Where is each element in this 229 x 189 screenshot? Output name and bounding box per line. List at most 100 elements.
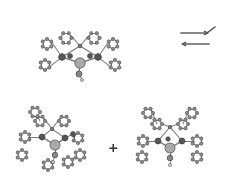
Circle shape [67, 119, 70, 123]
Circle shape [135, 153, 139, 156]
Circle shape [194, 144, 198, 148]
Circle shape [49, 45, 53, 48]
Circle shape [72, 139, 75, 142]
Circle shape [43, 68, 46, 72]
Circle shape [148, 116, 152, 119]
Circle shape [89, 41, 93, 44]
Circle shape [150, 122, 153, 126]
Circle shape [76, 141, 79, 145]
Circle shape [183, 127, 186, 130]
Circle shape [38, 110, 41, 114]
Circle shape [66, 155, 69, 159]
Circle shape [78, 148, 81, 152]
Circle shape [151, 111, 154, 115]
Circle shape [70, 163, 74, 166]
Circle shape [43, 119, 46, 123]
Circle shape [187, 116, 190, 119]
Circle shape [69, 36, 73, 40]
Circle shape [194, 111, 198, 115]
Circle shape [109, 61, 112, 64]
Circle shape [16, 156, 19, 159]
Circle shape [111, 37, 114, 41]
Circle shape [25, 151, 28, 154]
Circle shape [165, 137, 169, 141]
Circle shape [194, 134, 198, 138]
Circle shape [52, 152, 57, 158]
Circle shape [28, 110, 32, 114]
Circle shape [117, 66, 120, 69]
Circle shape [45, 47, 49, 51]
Circle shape [190, 142, 194, 145]
Circle shape [42, 166, 45, 169]
Circle shape [95, 41, 98, 44]
Circle shape [41, 124, 44, 127]
Circle shape [20, 148, 24, 152]
Circle shape [49, 40, 53, 43]
Circle shape [41, 115, 44, 118]
Circle shape [39, 61, 42, 64]
Circle shape [59, 36, 62, 40]
Circle shape [111, 47, 114, 51]
Circle shape [76, 71, 82, 77]
Circle shape [183, 118, 186, 121]
Circle shape [72, 134, 75, 137]
Circle shape [141, 111, 144, 115]
Circle shape [185, 111, 188, 115]
Circle shape [95, 32, 98, 35]
Circle shape [67, 32, 70, 35]
Circle shape [61, 32, 65, 35]
Circle shape [141, 134, 144, 138]
Circle shape [62, 163, 65, 166]
Circle shape [140, 160, 143, 164]
Circle shape [136, 137, 140, 140]
Circle shape [135, 158, 139, 161]
Circle shape [166, 155, 172, 161]
Circle shape [190, 137, 194, 140]
Circle shape [143, 107, 147, 110]
Circle shape [74, 156, 77, 159]
Circle shape [178, 138, 184, 144]
Circle shape [97, 36, 101, 40]
Circle shape [46, 168, 49, 172]
Circle shape [160, 122, 163, 126]
Circle shape [65, 115, 68, 118]
Circle shape [46, 158, 49, 162]
Circle shape [58, 54, 65, 60]
Circle shape [50, 140, 60, 150]
Circle shape [47, 66, 51, 69]
Circle shape [192, 116, 195, 119]
Circle shape [82, 151, 86, 154]
Circle shape [67, 53, 72, 59]
Circle shape [141, 144, 144, 148]
Circle shape [168, 163, 171, 167]
Circle shape [199, 137, 202, 140]
Circle shape [115, 40, 119, 43]
Circle shape [47, 61, 51, 64]
Circle shape [106, 45, 110, 48]
Circle shape [144, 153, 147, 156]
Circle shape [43, 58, 46, 62]
Circle shape [70, 158, 74, 161]
Circle shape [66, 165, 69, 169]
Circle shape [61, 41, 65, 44]
Circle shape [76, 131, 79, 135]
Circle shape [144, 158, 147, 161]
Circle shape [78, 44, 82, 48]
Circle shape [167, 125, 171, 129]
Circle shape [74, 151, 77, 154]
Circle shape [41, 45, 44, 48]
Circle shape [39, 134, 45, 140]
Circle shape [60, 124, 63, 127]
Circle shape [178, 127, 181, 130]
Circle shape [157, 118, 161, 121]
Circle shape [23, 130, 27, 134]
Circle shape [36, 115, 39, 118]
Circle shape [36, 106, 39, 109]
Circle shape [39, 66, 42, 69]
Circle shape [157, 127, 161, 130]
Circle shape [23, 140, 27, 144]
Circle shape [117, 61, 120, 64]
Circle shape [187, 107, 190, 110]
Circle shape [145, 137, 148, 140]
Circle shape [82, 156, 86, 159]
